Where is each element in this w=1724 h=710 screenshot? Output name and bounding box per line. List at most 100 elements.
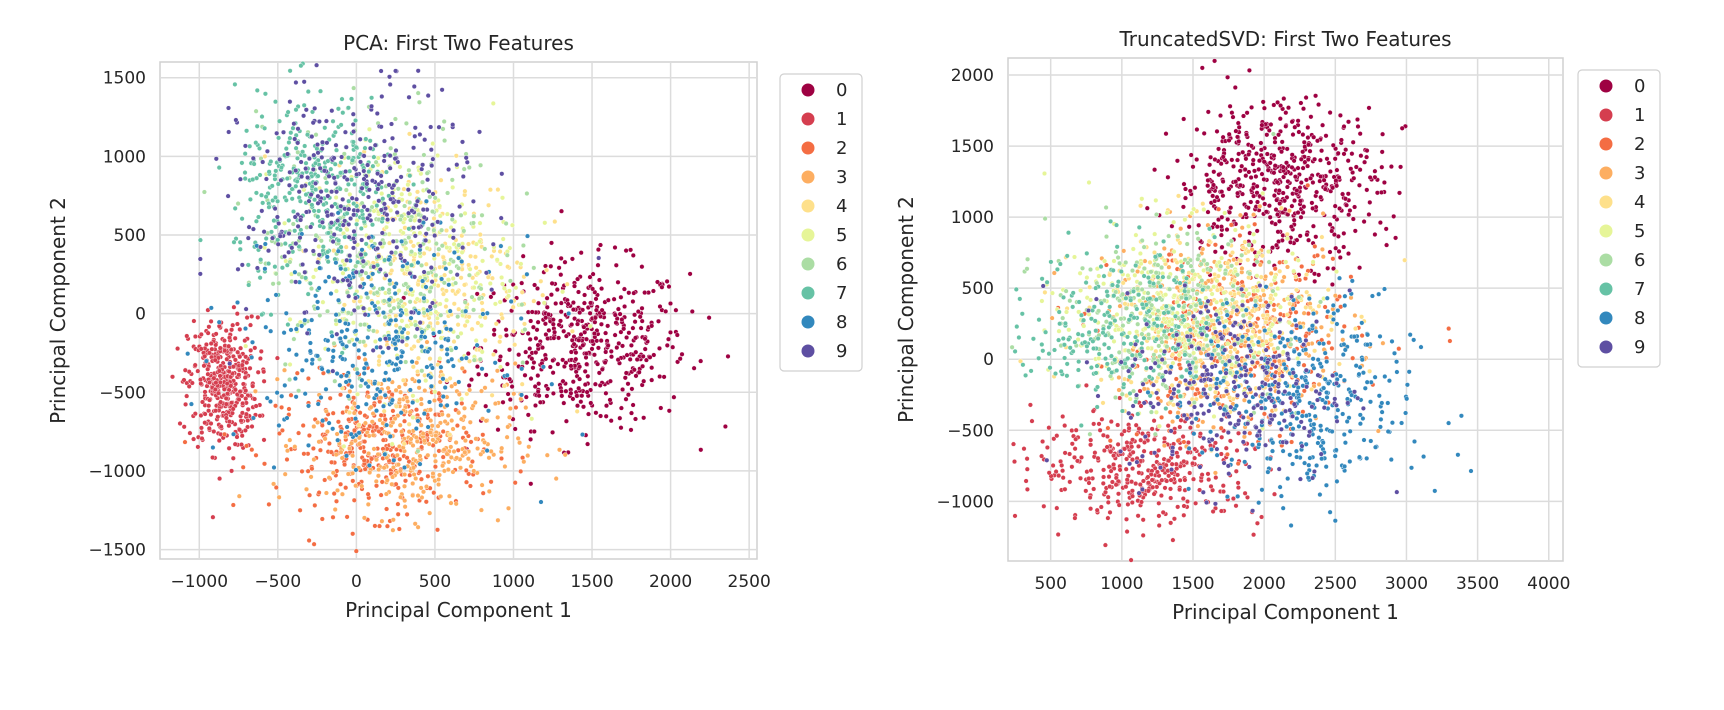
point — [1149, 426, 1155, 432]
point — [436, 396, 442, 402]
point — [319, 422, 325, 428]
point — [249, 354, 255, 360]
point — [326, 475, 332, 481]
point — [387, 359, 393, 365]
point — [1353, 164, 1359, 170]
point — [508, 299, 514, 305]
point — [427, 430, 433, 436]
point — [1196, 222, 1202, 228]
point — [461, 425, 467, 431]
point — [283, 310, 289, 316]
point — [1362, 159, 1368, 165]
point — [353, 467, 359, 473]
point — [303, 160, 309, 166]
point — [1345, 119, 1351, 125]
point — [350, 531, 356, 537]
point — [1317, 178, 1323, 184]
point — [313, 180, 319, 186]
point — [339, 491, 345, 497]
point — [288, 327, 294, 333]
point — [468, 439, 474, 445]
point — [655, 279, 661, 285]
point — [197, 271, 203, 277]
point — [1236, 124, 1242, 130]
point — [477, 232, 483, 238]
point — [317, 312, 323, 318]
point — [628, 247, 634, 253]
point — [1136, 426, 1142, 432]
point — [585, 373, 591, 379]
point — [544, 452, 550, 458]
point — [466, 164, 472, 170]
point — [384, 506, 390, 512]
point — [625, 392, 631, 398]
point — [393, 147, 399, 153]
point — [302, 153, 308, 159]
point — [552, 329, 558, 335]
point — [1234, 448, 1240, 454]
point — [589, 346, 595, 352]
point — [307, 340, 313, 346]
point — [1218, 425, 1224, 431]
point — [342, 334, 348, 340]
point — [1364, 148, 1370, 154]
point — [466, 262, 472, 268]
point — [303, 247, 309, 253]
point — [323, 386, 329, 392]
point — [326, 274, 332, 280]
point — [651, 352, 657, 358]
point — [357, 136, 363, 142]
point — [273, 194, 279, 200]
point — [377, 267, 383, 273]
point — [362, 413, 368, 419]
point — [338, 244, 344, 250]
point — [198, 413, 204, 419]
x-axis-label: Principal Component 1 — [345, 598, 572, 622]
point — [627, 356, 633, 362]
point — [1294, 237, 1300, 243]
point — [386, 377, 392, 383]
point — [273, 168, 279, 174]
point — [1122, 446, 1128, 452]
legend-label: 8 — [836, 312, 847, 333]
point — [528, 376, 534, 382]
point — [1254, 228, 1260, 234]
point — [299, 174, 305, 180]
point — [1088, 506, 1094, 512]
point — [437, 301, 443, 307]
point — [432, 340, 438, 346]
point — [316, 208, 322, 214]
point — [1226, 137, 1232, 143]
point — [1301, 204, 1307, 210]
point — [448, 500, 454, 506]
point — [596, 277, 602, 283]
point — [1236, 151, 1242, 157]
point — [400, 263, 406, 269]
point — [532, 282, 538, 288]
point — [518, 261, 524, 267]
point — [370, 347, 376, 353]
point — [446, 459, 452, 465]
point — [592, 315, 598, 321]
point — [450, 184, 456, 190]
point — [344, 227, 350, 233]
point — [402, 465, 408, 471]
point — [402, 504, 408, 510]
point — [401, 441, 407, 447]
point — [480, 432, 486, 438]
point — [622, 304, 628, 310]
point — [1124, 477, 1130, 483]
point — [282, 382, 288, 388]
point — [376, 467, 382, 473]
point — [1366, 105, 1372, 111]
point — [415, 260, 421, 266]
point — [1192, 185, 1198, 191]
point — [210, 455, 216, 461]
point — [310, 120, 316, 126]
point — [271, 465, 277, 471]
point — [1267, 214, 1273, 220]
point — [1279, 139, 1285, 145]
point — [198, 346, 204, 352]
point — [350, 121, 356, 127]
point — [475, 446, 481, 452]
